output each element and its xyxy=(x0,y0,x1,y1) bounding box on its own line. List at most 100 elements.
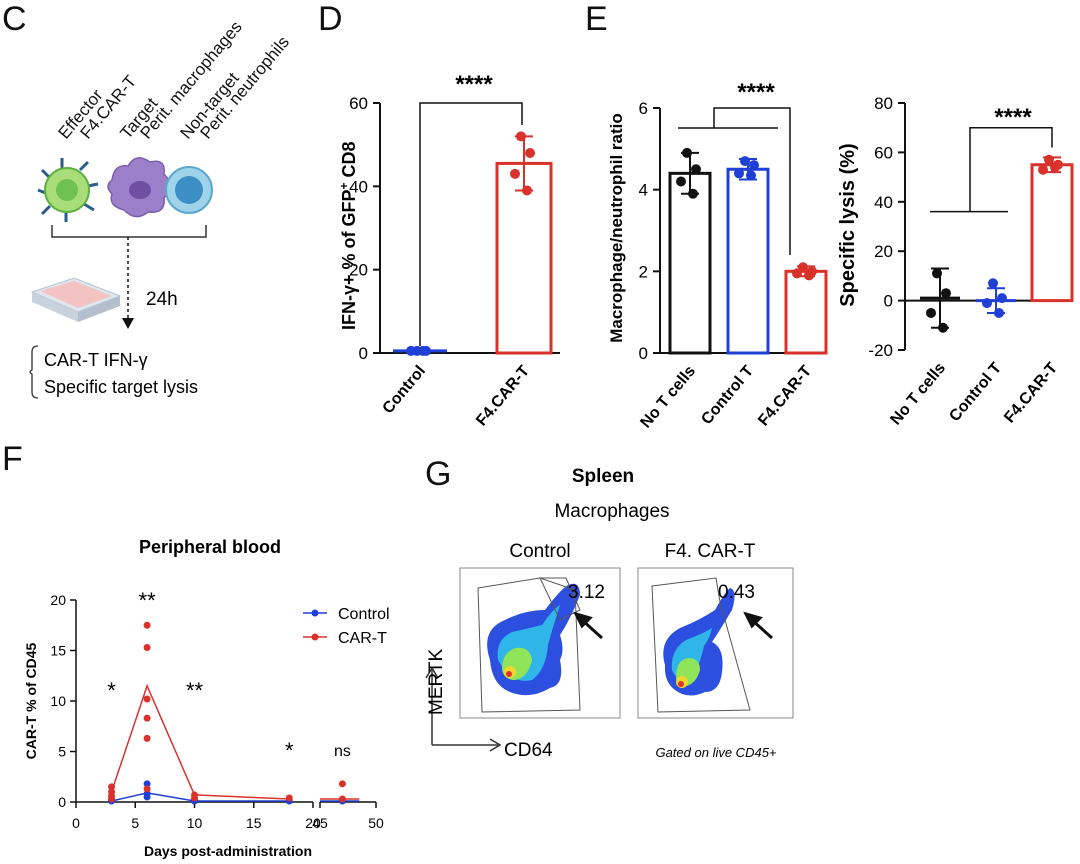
data-point xyxy=(1044,154,1054,165)
y-tick-label: 80 xyxy=(874,94,893,113)
significance-label: **** xyxy=(737,79,775,106)
gate-value-control: 3.12 xyxy=(568,582,605,603)
data-point xyxy=(676,176,686,187)
x-tick-label: 0 xyxy=(72,815,80,831)
data-point xyxy=(108,795,116,803)
data-point xyxy=(749,160,759,171)
significance-label: ** xyxy=(186,678,204,703)
bar xyxy=(784,269,828,355)
time-label: 24h xyxy=(146,289,178,310)
x-tick-label: No T cells xyxy=(637,363,699,432)
data-point xyxy=(143,793,151,801)
data-point xyxy=(682,147,692,158)
y-axis-label: Macrophage/neutrophil ratio xyxy=(607,113,626,343)
panel-label-d: D xyxy=(318,0,343,38)
data-point xyxy=(804,270,814,281)
chart-e-ratio: 0 2 4 6 No T cells Control TF4.CAR-T Macrophag… xyxy=(607,79,828,432)
y-tick-label: 10 xyxy=(50,693,66,709)
data-point xyxy=(143,734,151,742)
y-tick-label: -20 xyxy=(868,341,893,360)
series-line xyxy=(110,683,290,800)
arrow-icon xyxy=(573,611,604,640)
data-point xyxy=(191,794,198,802)
significance-bracket xyxy=(969,126,1053,212)
culture-plate-icon xyxy=(30,277,122,322)
data-point xyxy=(143,780,151,788)
data-point xyxy=(143,714,151,722)
y-tick-label: 20 xyxy=(349,261,368,280)
x-tick-label: F4.CAR-T xyxy=(755,362,815,429)
macrophage-cell-icon xyxy=(107,157,171,218)
x-tick-label: 50 xyxy=(368,815,384,831)
x-tick-label: Control T xyxy=(946,359,1005,425)
data-point xyxy=(746,170,756,181)
data-point xyxy=(994,307,1004,318)
y-axis-label: Specific lysis (%) xyxy=(837,143,859,306)
schematic-panel: Effector F4.CAR-T Target Perit. macropha… xyxy=(29,17,293,399)
arrow-icon xyxy=(743,611,774,640)
y-tick-label: 60 xyxy=(349,94,368,113)
legend-marker xyxy=(311,609,319,617)
data-point xyxy=(406,345,416,356)
data-point xyxy=(932,268,942,279)
x-tick-label: F4.CAR-T xyxy=(473,362,533,429)
x-tick-label: 20 xyxy=(305,815,321,831)
data-point xyxy=(1038,164,1048,175)
y-tick-label: 0 xyxy=(58,794,66,810)
y-tick-label: 0 xyxy=(359,344,368,363)
readout-lysis: Specific target lysis xyxy=(44,377,198,397)
flow-title: Spleen xyxy=(572,466,634,487)
data-point xyxy=(516,131,526,142)
x-tick-label: 5 xyxy=(131,815,139,831)
readout-ifng: CAR-T IFN-γ xyxy=(44,350,148,370)
y-tick-label: 20 xyxy=(50,592,66,608)
data-point xyxy=(997,293,1007,304)
y-tick-label: 20 xyxy=(874,242,893,261)
flow-panel: Spleen Macrophages Control F4. CAR-T 3.1… xyxy=(425,466,794,761)
bar xyxy=(1030,163,1074,303)
data-point xyxy=(108,783,116,791)
flow-label-cart: F4. CAR-T xyxy=(665,541,756,562)
significance-label: ns xyxy=(334,743,351,760)
y-tick-label: 60 xyxy=(874,143,893,162)
y-tick-label: 4 xyxy=(639,181,648,200)
significance-label: **** xyxy=(994,104,1032,131)
data-point xyxy=(510,168,520,179)
panel-label-e: E xyxy=(585,0,608,38)
legend-marker xyxy=(311,633,319,641)
significance-bracket xyxy=(713,107,791,255)
data-point xyxy=(926,307,936,318)
data-point xyxy=(1050,162,1060,173)
x-tick-label: 45 xyxy=(312,815,328,831)
bar xyxy=(668,171,712,355)
y-tick-label: 40 xyxy=(874,193,893,212)
y-tick-label: 6 xyxy=(639,99,648,118)
car-t-cell-icon xyxy=(37,158,99,222)
series-line xyxy=(111,792,290,802)
y-tick-label: 2 xyxy=(639,262,648,281)
data-point xyxy=(143,785,151,793)
significance-label: * xyxy=(107,678,116,703)
x-tick-label: Control T xyxy=(698,362,757,428)
flow-subtitle: Macrophages xyxy=(554,501,669,522)
data-point xyxy=(792,268,802,279)
data-point xyxy=(740,156,750,167)
x-tick-label: Control xyxy=(379,363,429,417)
data-point xyxy=(525,148,535,158)
data-point xyxy=(798,262,808,273)
legend-label: Control xyxy=(338,606,390,623)
x-tick-label: No T cells xyxy=(887,360,949,429)
data-point xyxy=(338,795,346,803)
flow-yaxis: MERTK xyxy=(426,649,447,715)
significance-label: * xyxy=(285,738,294,763)
panel-label-c: C xyxy=(2,0,27,38)
significance-label: **** xyxy=(455,71,493,98)
chart-d: 0 20 40 60 Control F4.CAR-T IFN-γ+ % of GFP+ C… xyxy=(337,71,560,429)
data-point xyxy=(338,780,346,788)
y-axis-label: IFN-γ+ % of GFP+ CD8 xyxy=(337,141,359,330)
x-tick-label: F4.CAR-T xyxy=(1001,359,1061,426)
chart-title: Peripheral blood xyxy=(139,537,281,557)
data-point xyxy=(982,298,992,309)
neutrophil-cell-icon xyxy=(165,166,213,214)
